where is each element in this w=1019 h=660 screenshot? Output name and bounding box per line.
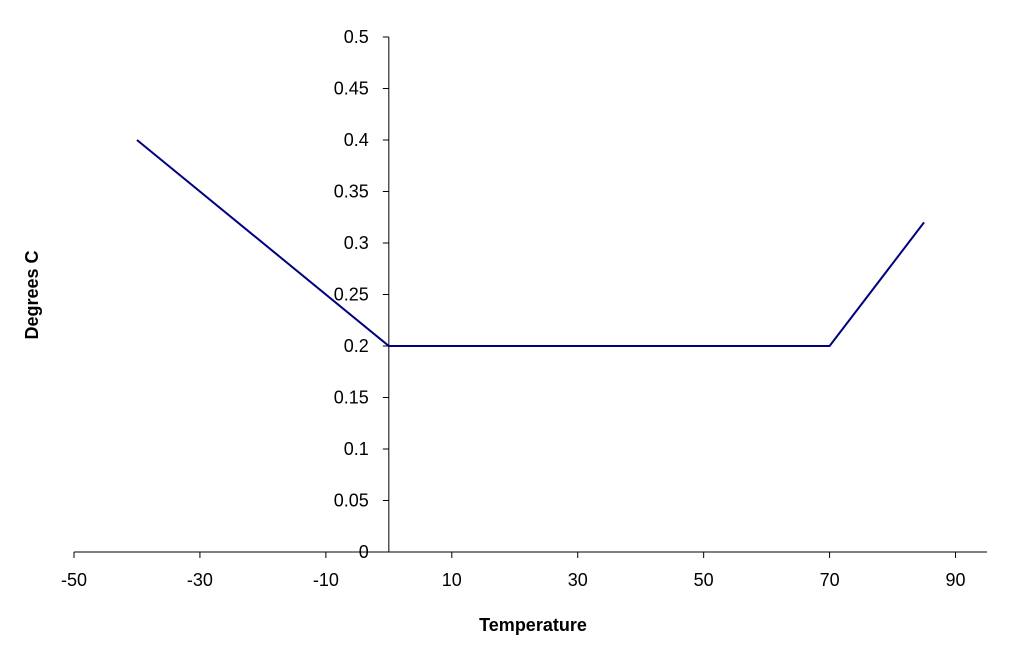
y-tick-label: 0.2	[344, 336, 369, 356]
x-tick-label: -50	[61, 570, 87, 590]
y-tick-label: 0.45	[334, 79, 369, 99]
x-tick-label: 50	[694, 570, 714, 590]
y-tick-label: 0.3	[344, 233, 369, 253]
axes	[74, 37, 987, 553]
y-tick-label: 0.4	[344, 130, 369, 150]
y-tick-label: 0.15	[334, 388, 369, 408]
y-tick-label: 0.5	[344, 27, 369, 47]
y-tick-label: 0.35	[334, 182, 369, 202]
y-tick-label: 0.05	[334, 491, 369, 511]
x-tick-label: -30	[187, 570, 213, 590]
x-tick-label: 90	[946, 570, 966, 590]
y-tick-label: 0	[359, 542, 369, 562]
y-tick-label: 0.1	[344, 439, 369, 459]
series-line	[136, 139, 925, 347]
y-tick-label: 0.25	[334, 285, 369, 305]
x-tick-label: 30	[568, 570, 588, 590]
x-tick-label: 10	[442, 570, 462, 590]
x-tick-label: -10	[313, 570, 339, 590]
x-tick-label: 70	[820, 570, 840, 590]
x-ticks: -50 -30 -10 10 30 50 70 90	[61, 552, 966, 590]
series-group	[136, 139, 925, 347]
y-ticks: 0 0.05 0.1 0.15 0.2 0.25 0.3 0.35 0.4 0.45 0.5	[334, 27, 389, 562]
y-axis-title: Degrees C	[22, 250, 42, 339]
x-axis-title: Temperature	[479, 615, 587, 635]
